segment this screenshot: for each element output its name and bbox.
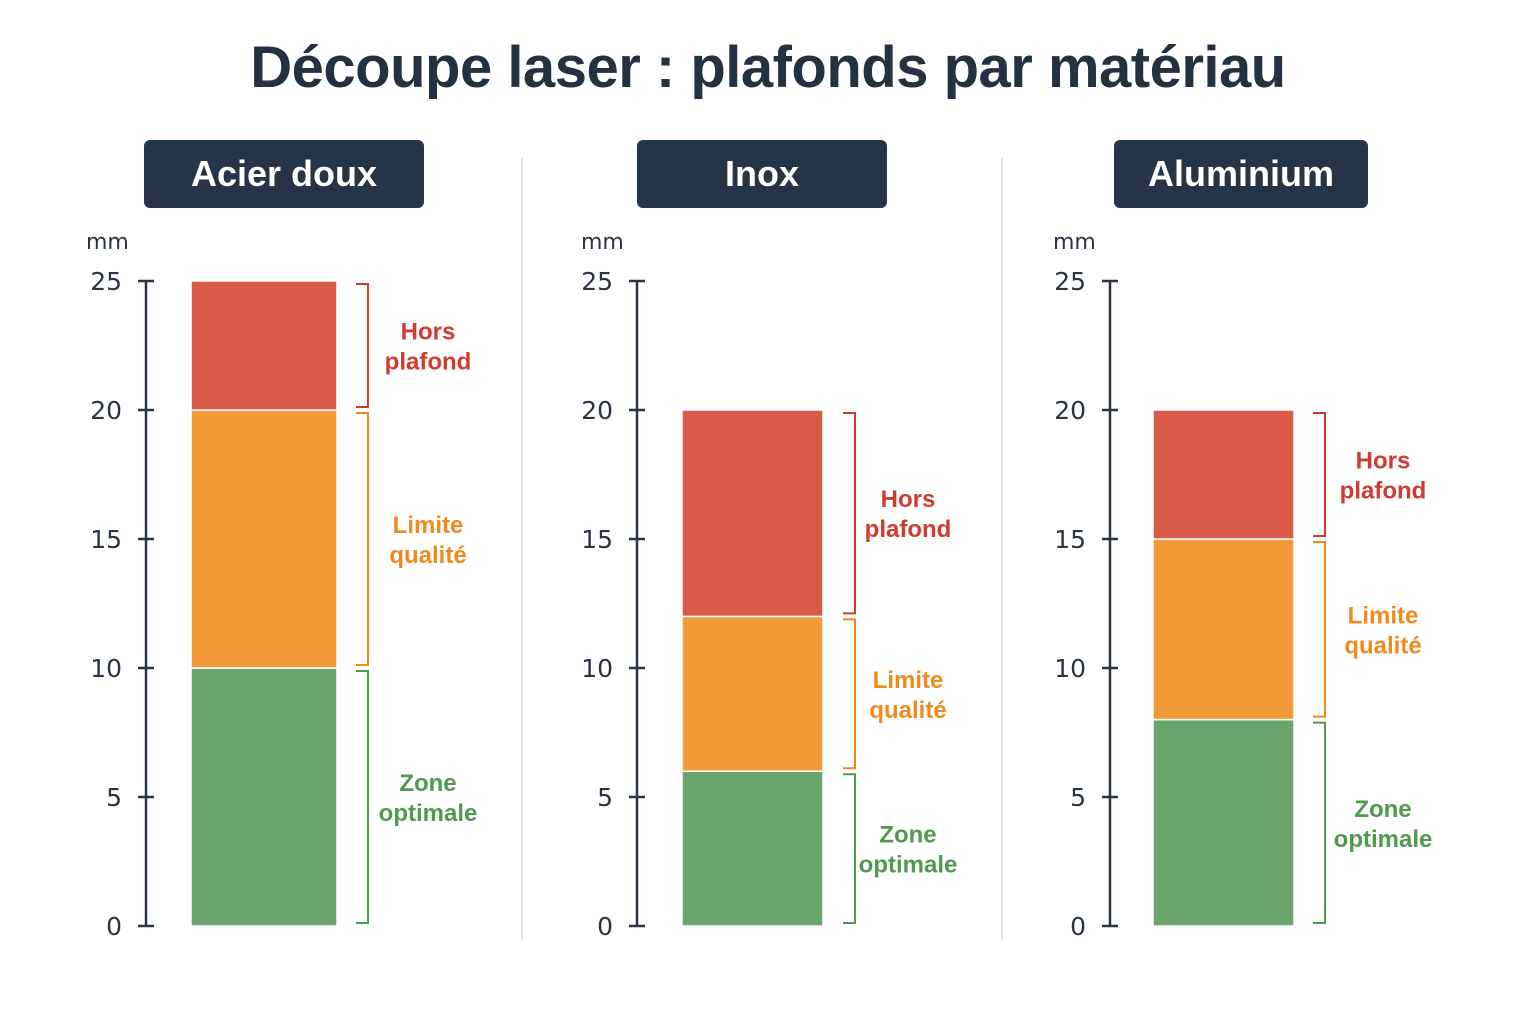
- segment-label: Zone optimale: [859, 822, 958, 879]
- segment-bracket: [356, 412, 369, 666]
- segment-bracket: [843, 618, 856, 770]
- y-axis-unit-label: mm: [581, 230, 624, 255]
- chart-panel-1: mm 0 5 10 15 20 25 Zone optimale Limite qualité Hor…: [86, 230, 477, 941]
- y-tick-label: 5: [597, 783, 613, 812]
- segment-bracket: [356, 283, 369, 408]
- chart-title: Découpe laser : plafonds par matériau: [250, 35, 1286, 100]
- segment-bracket: [1313, 412, 1326, 537]
- y-tick-label: 10: [1054, 654, 1086, 683]
- y-tick-label: 15: [90, 525, 122, 554]
- y-tick-label: 15: [1054, 525, 1086, 554]
- bar-segment: [190, 667, 338, 927]
- y-tick-label: 20: [581, 396, 613, 425]
- panel-title-acier-doux: Acier doux: [144, 140, 424, 208]
- segment-bracket: [1313, 721, 1326, 924]
- segment-label: Zone optimale: [1334, 796, 1433, 853]
- segment-bracket: [356, 670, 369, 924]
- chart-panel-3: mm 0 5 10 15 20 25 Zone optimale Limite qualité Hor…: [1053, 230, 1432, 941]
- segment-label: Hors plafond: [1340, 448, 1427, 505]
- bar-segment: [1152, 718, 1295, 927]
- y-axis-unit-label: mm: [86, 230, 129, 255]
- y-tick-label: 5: [106, 783, 122, 812]
- bar-segment: [681, 770, 824, 927]
- y-tick-label: 0: [597, 912, 613, 941]
- segment-label: Zone optimale: [379, 770, 478, 827]
- y-tick-label: 10: [581, 654, 613, 683]
- segment-label: Limite qualité: [869, 667, 946, 724]
- y-tick-label: 25: [1054, 267, 1086, 296]
- bar-segment: [1152, 409, 1295, 540]
- segment-bracket: [843, 773, 856, 924]
- y-tick-label: 20: [1054, 396, 1086, 425]
- bar-segment: [190, 280, 338, 411]
- y-tick-label: 10: [90, 654, 122, 683]
- bar-segment: [1152, 538, 1295, 721]
- y-tick-label: 15: [581, 525, 613, 554]
- y-tick-label: 5: [1070, 783, 1086, 812]
- panel-divider-1: [521, 158, 523, 940]
- segment-label: Limite qualité: [389, 512, 466, 569]
- y-tick-label: 0: [1070, 912, 1086, 941]
- panel-title-inox: Inox: [637, 140, 887, 208]
- bar-segment: [681, 409, 824, 618]
- segment-label: Hors plafond: [385, 319, 472, 376]
- chart-panel-2: mm 0 5 10 15 20 25 Zone optimale Limite qualité Hor…: [581, 230, 957, 941]
- panel-title-aluminium: Aluminium: [1114, 140, 1368, 208]
- segment-label: Hors plafond: [865, 486, 952, 543]
- segment-bracket: [1313, 541, 1326, 718]
- segment-bracket: [843, 412, 856, 615]
- y-tick-label: 20: [90, 396, 122, 425]
- y-tick-label: 25: [90, 267, 122, 296]
- y-axis-unit-label: mm: [1053, 230, 1096, 255]
- panel-divider-2: [1001, 158, 1003, 940]
- segment-label: Limite qualité: [1344, 602, 1421, 659]
- bar-segment: [190, 409, 338, 669]
- bar-segment: [681, 615, 824, 772]
- y-tick-label: 0: [106, 912, 122, 941]
- y-tick-label: 25: [581, 267, 613, 296]
